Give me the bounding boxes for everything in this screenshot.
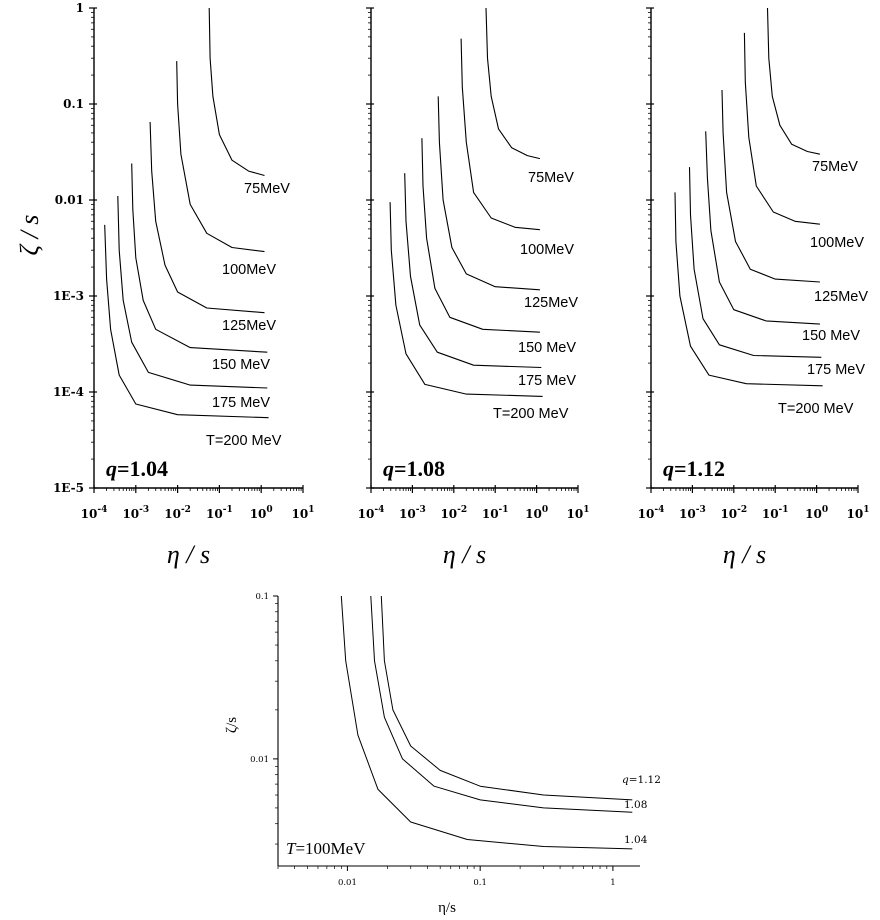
series-line — [688, 167, 822, 358]
series-label: 100MeV — [810, 235, 864, 251]
x-tick-label: 100 — [525, 505, 548, 521]
y-tick-label: 0.1 — [63, 97, 84, 111]
y-tick-label: 0.1 — [255, 592, 269, 602]
series-line — [404, 173, 542, 369]
series-label: 1.08 — [624, 799, 647, 811]
y-tick-label: 0.01 — [55, 193, 84, 207]
series-line — [721, 89, 820, 283]
panel-3: 10-4 10-3 10-2 10-1 100 101 75MeV 100MeV 125MeV 1… — [638, 7, 870, 569]
y-tick-label: 1E-3 — [53, 289, 84, 303]
series-label: 150 MeV — [802, 328, 860, 344]
x-tick-label: 10-4 — [358, 505, 385, 521]
series-line — [674, 192, 823, 387]
series-line — [117, 195, 268, 389]
x-tick-label: 100 — [250, 505, 273, 521]
x-axis-title: η / s — [443, 540, 486, 569]
series-label: T=200 MeV — [206, 433, 282, 449]
panel-4: 0.01 0.1 1 0.01 0.1 q=1.12 1.08 1.04 T=100MeV η/s… — [224, 592, 661, 916]
series-line — [743, 32, 820, 225]
y-axis-title: ζ / s — [15, 215, 44, 256]
series-line — [104, 224, 269, 419]
series-line — [208, 7, 265, 177]
x-tick-label: 10-1 — [206, 505, 233, 521]
series-label: T=200 MeV — [493, 406, 569, 422]
x-tick-label: 10-4 — [638, 505, 665, 521]
x-tick-label: 10-3 — [679, 505, 706, 521]
series-line — [485, 7, 541, 160]
x-tick-label: 10-4 — [81, 505, 108, 521]
series-label: q=1.12 — [622, 774, 661, 786]
x-tick-label: 101 — [847, 505, 870, 521]
series-label: 75MeV — [244, 181, 290, 197]
series-label: 150 MeV — [212, 357, 270, 373]
series-line — [705, 131, 820, 325]
series-line — [149, 121, 265, 314]
x-axis-title: η / s — [167, 540, 210, 569]
series-line — [389, 202, 543, 397]
x-tick-label: 101 — [567, 505, 590, 521]
panel-label: q=1.12 — [663, 456, 725, 481]
x-tick-label: 10-2 — [440, 505, 467, 521]
series-label: 175 MeV — [212, 395, 270, 411]
series-label: 100MeV — [520, 242, 574, 258]
x-axis-title: η/s — [438, 900, 456, 916]
y-tick-label: 1E-5 — [53, 481, 84, 495]
series-label: 125MeV — [524, 295, 578, 311]
series-line — [370, 595, 633, 813]
x-axis-title: η / s — [723, 540, 766, 569]
x-tick-label: 1 — [610, 878, 615, 888]
panel-1: 10-4 10-3 10-2 10-1 100 101 1E-5 1E-4 1E-3 0.01 0.… — [53, 1, 315, 569]
series-line — [766, 7, 821, 155]
x-tick-label: 0.01 — [338, 878, 357, 888]
series-line — [176, 61, 265, 253]
series-line — [131, 163, 268, 353]
x-tick-label: 10-2 — [720, 505, 747, 521]
series-label: 100MeV — [222, 262, 276, 278]
series-line — [437, 96, 540, 291]
series-label: 175 MeV — [807, 362, 865, 378]
x-tick-label: 100 — [805, 505, 828, 521]
temperature-label: T=100MeV — [286, 839, 366, 858]
series-label: 1.04 — [624, 834, 648, 846]
x-tick-label: 10-3 — [399, 505, 426, 521]
series-label: 125MeV — [222, 318, 276, 334]
series-line — [380, 595, 633, 801]
y-tick-label: 0.01 — [250, 755, 269, 765]
panel-2: 10-4 10-3 10-2 10-1 100 101 75MeV 100MeV 125MeV 1… — [358, 7, 590, 569]
x-tick-label: 0.1 — [473, 878, 487, 888]
panel-label: q=1.04 — [106, 456, 168, 481]
x-tick-label: 10-1 — [762, 505, 789, 521]
x-tick-label: 10-1 — [482, 505, 509, 521]
y-axis-title: ζ/s — [224, 717, 240, 733]
series-label: 175 MeV — [518, 373, 576, 389]
series-label: T=200 MeV — [778, 401, 854, 417]
series-line — [460, 38, 540, 231]
y-tick-label: 1 — [76, 1, 84, 15]
series-label: 75MeV — [812, 159, 858, 175]
x-tick-label: 10-3 — [122, 505, 149, 521]
series-label: 75MeV — [528, 170, 574, 186]
series-line — [421, 138, 540, 333]
x-tick-label: 10-2 — [164, 505, 191, 521]
panel-label: q=1.08 — [383, 456, 445, 481]
y-tick-label: 1E-4 — [53, 385, 84, 399]
x-tick-label: 101 — [292, 505, 315, 521]
series-label: 150 MeV — [518, 340, 576, 356]
series-label: 125MeV — [814, 289, 868, 305]
series-line — [340, 595, 633, 850]
